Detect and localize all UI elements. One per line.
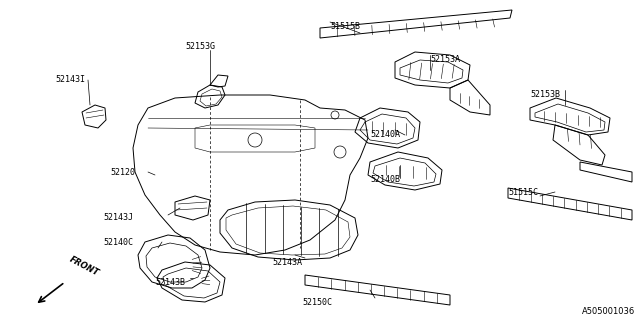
Text: 52150C: 52150C (302, 298, 332, 307)
Text: 51515C: 51515C (508, 188, 538, 197)
Text: 52120: 52120 (110, 168, 135, 177)
Text: 52140B: 52140B (370, 175, 400, 184)
Text: 52143A: 52143A (272, 258, 302, 267)
Text: 52153B: 52153B (530, 90, 560, 99)
Text: 52140C: 52140C (103, 238, 133, 247)
Text: 52143B: 52143B (155, 278, 185, 287)
Text: 52153A: 52153A (430, 55, 460, 64)
Text: 52140A: 52140A (370, 130, 400, 139)
Text: 51515B: 51515B (330, 22, 360, 31)
Text: 52143I: 52143I (55, 75, 85, 84)
Text: 52143J: 52143J (103, 213, 133, 222)
Text: 52153G: 52153G (185, 42, 215, 51)
Text: A505001036: A505001036 (582, 307, 635, 316)
Text: FRONT: FRONT (68, 255, 100, 278)
